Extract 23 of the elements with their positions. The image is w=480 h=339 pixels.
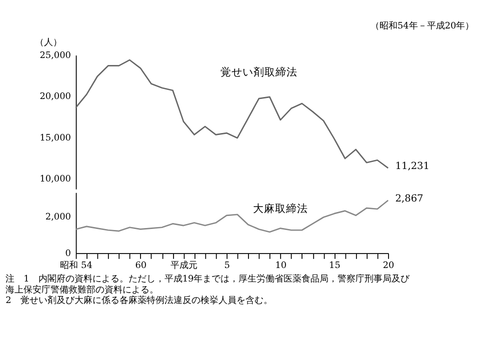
text: 覚せい剤取締法 <box>220 65 298 78</box>
data-label: 11,231 <box>395 160 430 172</box>
y-tick-label: 20,000 <box>40 92 72 102</box>
x-tick-label: 15 <box>329 260 340 271</box>
line-series <box>75 59 389 169</box>
series-label: 大麻取締法 <box>252 202 308 216</box>
text: 2 覚せい剤及び大麻に係る各麻薬特例法違反の検挙人員を含む。 <box>6 295 272 306</box>
x-tick-label: 5 <box>224 260 230 271</box>
y-tick-label: 0 <box>65 249 72 260</box>
y-tick-label: 25,000 <box>40 51 72 62</box>
y-tick-label: 15,000 <box>40 133 72 144</box>
text: 注 1 内閣府の資料による。ただし，平成19年までは，厚生労働省医薬食品局，警察庁刑事局及び海上保安庁警備救難部の資料による。 <box>6 274 411 296</box>
y-axis-title: （人） <box>35 36 62 48</box>
y-tick-label: 2,000 <box>45 212 72 222</box>
line-series <box>75 200 389 233</box>
x-tick-label: 平成元 <box>170 260 198 271</box>
y-tick-label: 10,000 <box>40 174 72 184</box>
x-tick-label: 昭和 54 <box>60 260 93 271</box>
x-tick-label: 10 <box>275 260 287 271</box>
text: （昭和54年－平成20年） <box>370 20 474 32</box>
data-label: 2,867 <box>395 193 424 204</box>
x-tick-label: 20 <box>382 260 395 271</box>
x-tick-label: 60 <box>135 260 147 271</box>
